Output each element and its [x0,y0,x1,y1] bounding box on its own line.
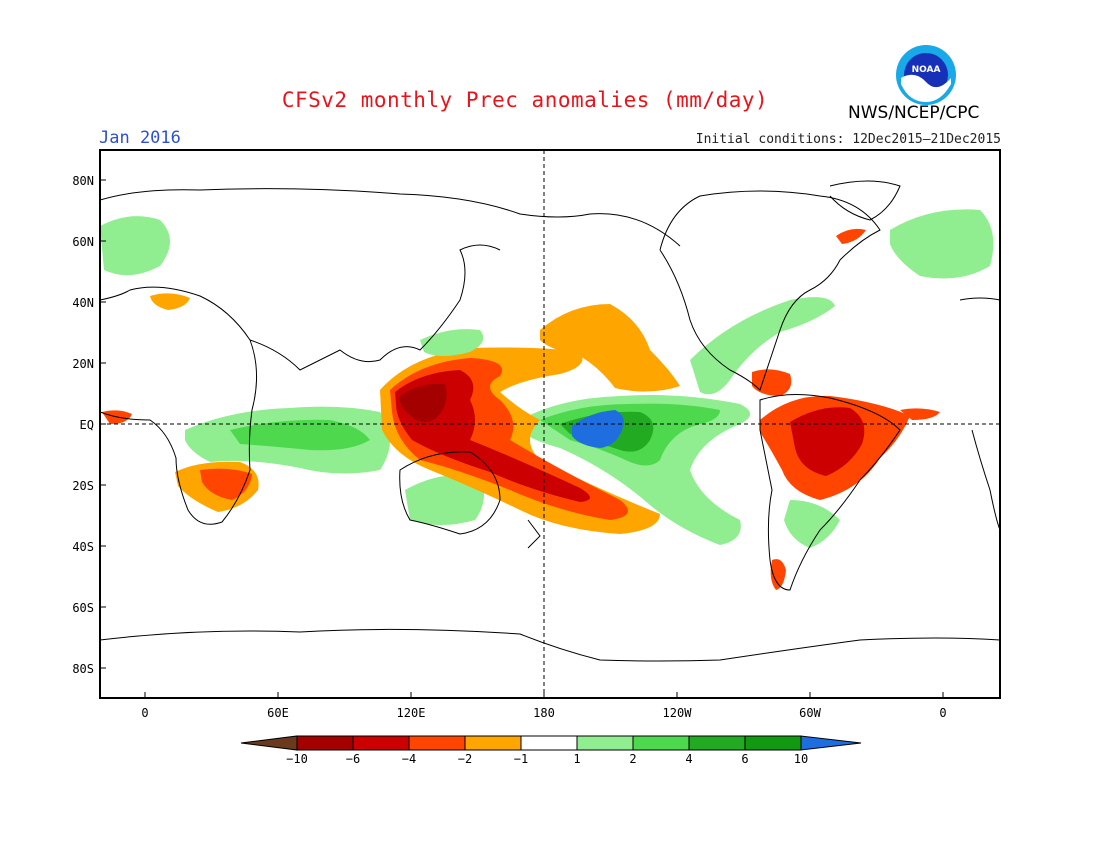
longitude-axis: 0 60E 120E 180 120W 60W 0 [141,692,947,720]
anomaly-positive-eastasia [420,329,484,356]
anomaly-negative-caribbean [752,369,792,396]
noaa-logo: NOAA [896,45,956,105]
colorbar-swatch [688,735,746,751]
colorbar-tick-label: 6 [741,752,748,766]
coast-australia [399,451,501,535]
colorbar-tick-label: 2 [629,752,636,766]
coast-greenland [829,180,901,221]
latitude-axis: 80N 60N 40N 20N EQ 20S 40S 60S 80S [72,174,106,676]
coast-europe-east [959,297,1000,301]
colorbar-tick-label: 1 [573,752,580,766]
colorbar-tick-label: −2 [458,752,472,766]
lat-label-20s: 20S [72,479,94,493]
lat-label-60s: 60S [72,601,94,615]
lon-label-0: 0 [141,706,148,720]
anomaly-negative-westpac-max [400,383,447,422]
coastlines [100,180,1000,662]
chart-title: CFSv2 monthly Prec anomalies (mm/day) [281,88,769,112]
lat-label-80n: 80N [72,174,94,188]
lon-label-120e: 120E [397,706,426,720]
lat-label-80s: 80S [72,662,94,676]
anomaly-positive-europe-east [890,209,994,279]
coast-asia-south [249,244,501,371]
colorbar-swatch [520,735,578,751]
lon-label-0-east: 0 [939,706,946,720]
anomaly-negative-safrica-core [200,468,252,500]
anomaly-max-centralpac [572,410,624,448]
anomaly-positive-indian-core [230,419,370,451]
anomaly-positive-sesamerica [784,500,840,548]
anomaly-negative-atlantic [900,408,940,420]
colorbar-tick-label: −1 [514,752,528,766]
colorbar-swatch [632,735,690,751]
colorbar-tick-label: 4 [685,752,692,766]
colorbar-swatch [296,735,354,751]
coast-africa-europe [100,286,258,525]
colorbar-tick-label: −4 [402,752,416,766]
colorbar-tick-label: −10 [286,752,308,766]
coast-north-america [659,190,881,391]
lon-label-180: 180 [533,706,555,720]
anomaly-shading [100,209,994,590]
anomaly-positive-australia [405,474,484,525]
anomaly-negative-patagonia [770,559,786,590]
agency-label: NWS/NCEP/CPC [848,103,980,123]
lat-label-60n: 60N [72,235,94,249]
noaa-logo-text: NOAA [912,65,941,75]
forecast-month: Jan 2016 [99,128,181,148]
lat-label-eq: EQ [80,418,94,432]
lat-label-40s: 40S [72,540,94,554]
colorbar-arrow-high [800,735,862,751]
colorbar-tick-label: 10 [794,752,808,766]
lon-label-60e: 60E [267,706,289,720]
coast-antarctica [100,628,1000,662]
colorbar-tick-label: −6 [346,752,360,766]
coast-south-america [759,393,901,591]
anomaly-negative-nepac [540,304,680,392]
colorbar-swatch [352,735,410,751]
anomaly-positive-tropatl [690,297,835,395]
lat-label-20n: 20N [72,357,94,371]
lat-label-40n: 40N [72,296,94,310]
colorbar-swatch [576,735,634,751]
colorbar: −10 −6 −4 −2 −1 1 2 4 6 10 [240,735,862,766]
anomaly-negative-alaska [836,228,866,244]
coast-eurasia-north [100,188,681,247]
colorbar-swatch [744,735,802,751]
coast-africa-east [971,429,1000,531]
colorbar-swatch [464,735,522,751]
lon-label-120w: 120W [663,706,693,720]
anomaly-negative-mediterranean [150,293,190,310]
lon-label-60w: 60W [799,706,821,720]
colorbar-arrow-low [240,735,298,751]
coast-newzealand [527,519,541,549]
initial-conditions: Initial conditions: 12Dec2015–21Dec2015 [695,132,1001,147]
colorbar-swatch [408,735,466,751]
anomaly-positive-europe [100,216,170,276]
